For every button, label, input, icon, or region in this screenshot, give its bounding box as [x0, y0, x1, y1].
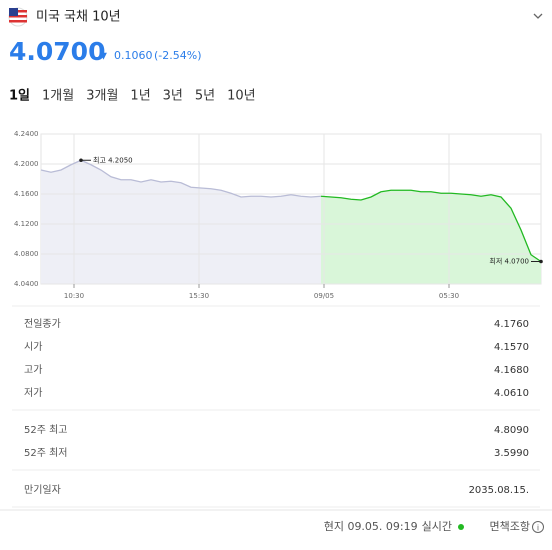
- row-value: 4.8090: [494, 425, 529, 436]
- tab[interactable]: 1일: [9, 89, 30, 104]
- disclaimer-link[interactable]: 면책조항: [490, 520, 530, 533]
- row-label: 전일종가: [24, 318, 61, 330]
- y-tick-label: 4.1600: [14, 190, 39, 198]
- row-value: 4.1680: [494, 365, 529, 376]
- tab[interactable]: 5년: [195, 89, 215, 104]
- y-tick-label: 4.2400: [14, 130, 39, 138]
- row-label: 고가: [24, 364, 42, 376]
- collapse-toggle[interactable]: [533, 13, 543, 19]
- y-tick-label: 4.1200: [14, 220, 39, 228]
- price: 4.0700: [9, 37, 105, 66]
- tab[interactable]: 1개월: [42, 89, 74, 104]
- row-label: 만기일자: [24, 484, 61, 496]
- change-pct: (-2.54%): [154, 49, 202, 62]
- low-annotation: 최저 4.0700: [489, 257, 529, 266]
- x-tick-label: 15:30: [189, 292, 209, 300]
- x-tick-label: 09/05: [314, 292, 334, 300]
- row-label: 시가: [24, 341, 42, 353]
- area: [41, 160, 321, 284]
- tab[interactable]: 1년: [130, 89, 150, 104]
- y-tick-label: 4.0800: [14, 250, 39, 258]
- row-value: 4.1570: [494, 342, 529, 353]
- line: [40, 159, 322, 198]
- area: [321, 190, 541, 284]
- title: 미국 국채 10년: [36, 10, 121, 25]
- info-icon-glyph: i: [537, 524, 539, 533]
- row-label: 저가: [24, 387, 42, 399]
- flag-icon: [8, 7, 28, 27]
- live-dot: [458, 524, 464, 530]
- change: 0.1060: [114, 49, 153, 62]
- row-label: 52주 최저: [24, 447, 68, 459]
- x-tick-label: 05:30: [439, 292, 459, 300]
- y-tick-label: 4.2000: [14, 160, 39, 168]
- row-value: 4.0610: [494, 388, 529, 399]
- x-tick-label: 10:30: [64, 292, 84, 300]
- update-time: 현지 09.05. 09:19: [324, 520, 418, 533]
- high-annotation: 최고 4.2050: [93, 155, 133, 164]
- info-icon[interactable]: [532, 521, 544, 533]
- row-value: 3.5990: [494, 448, 529, 459]
- update-time: 실시간: [422, 520, 452, 533]
- tab[interactable]: 3개월: [86, 89, 118, 104]
- y-tick-label: 4.0400: [14, 280, 39, 288]
- row-label: 52주 최고: [24, 424, 68, 436]
- tab[interactable]: 10년: [227, 89, 256, 104]
- row-value: 2035.08.15.: [469, 485, 529, 496]
- line: [320, 189, 542, 263]
- tab[interactable]: 3년: [163, 89, 183, 104]
- row-value: 4.1760: [494, 319, 529, 330]
- change-arrow: ▼: [100, 52, 107, 62]
